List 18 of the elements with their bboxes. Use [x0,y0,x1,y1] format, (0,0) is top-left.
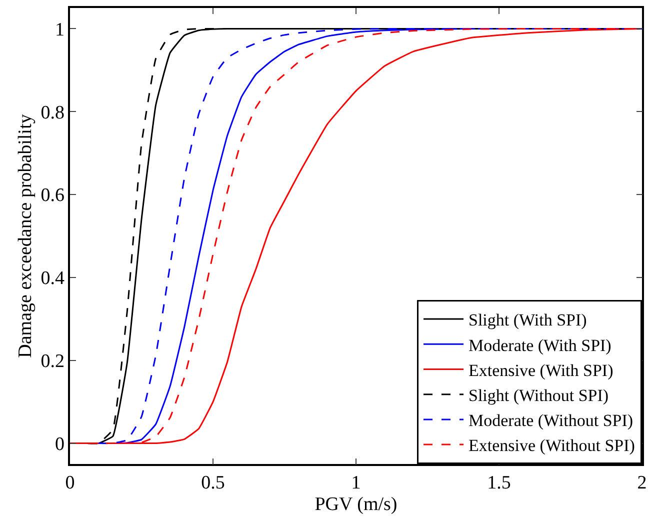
y-tick-label: 0 [54,434,64,455]
y-tick-label: 0.6 [40,185,64,206]
legend-label: Moderate (Without SPI) [468,411,634,430]
legend-label: Extensive (Without SPI) [468,436,635,456]
y-tick-label: 1 [54,19,64,40]
y-tick-label: 0.2 [40,351,64,372]
legend-label: Extensive (With SPI) [468,360,614,380]
y-tick-label: 0.8 [40,102,64,124]
x-axis-title: PGV (m/s) [314,494,398,515]
y-tick-label: 0.4 [40,268,65,290]
legend-label: Slight (Without SPI) [468,386,609,405]
x-tick-label: 1.5 [487,472,511,494]
legend-label: Slight (With SPI) [468,310,587,330]
x-tick-label: 2 [637,472,647,494]
x-tick-label: 1 [351,472,361,494]
legend-label: Moderate (With SPI) [468,336,612,355]
y-axis-title: Damage exceedance probability [15,114,36,358]
x-tick-label: 0.5 [201,472,225,494]
